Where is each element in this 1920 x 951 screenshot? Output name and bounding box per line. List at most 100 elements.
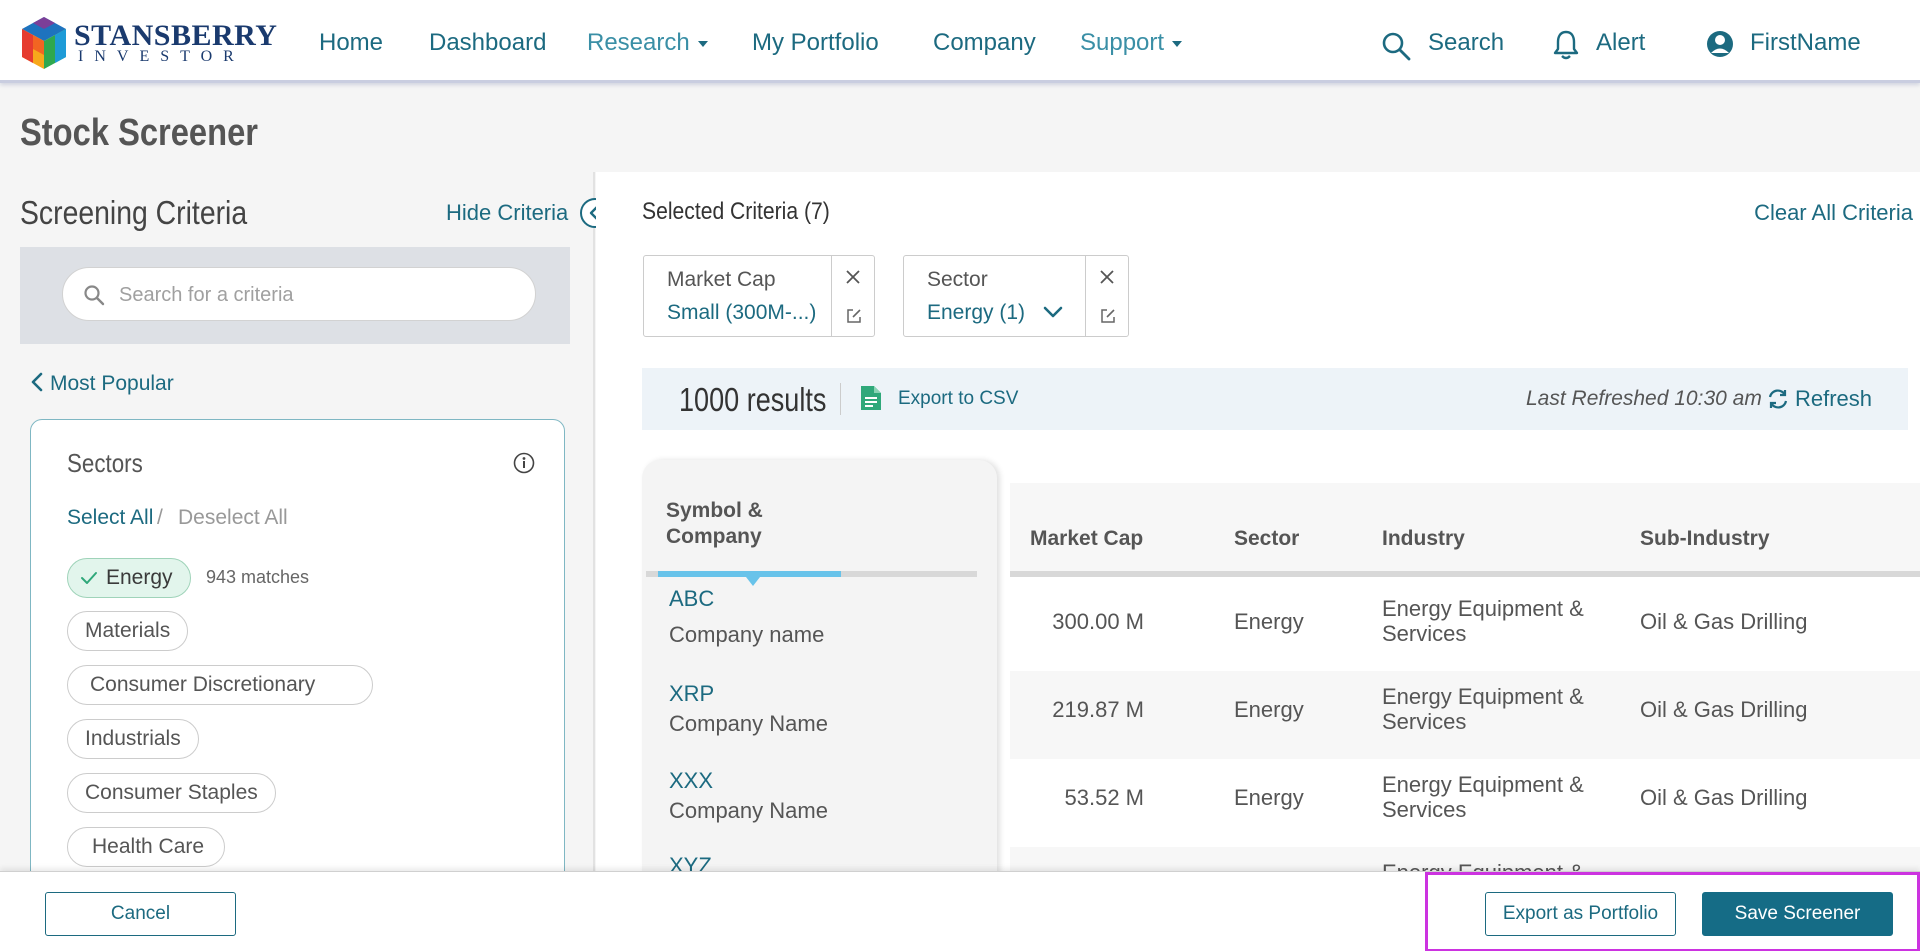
cell-sub-industry: Oil & Gas Drilling — [1640, 697, 1808, 722]
results-area: Selected Criteria (7) Clear All Criteria… — [596, 172, 1920, 883]
sectors-card: Sectors Select All / Deselect All Energy… — [30, 419, 565, 919]
toolbar-divider — [840, 383, 841, 415]
sector-chip-energy[interactable]: Energy — [67, 558, 191, 598]
table-row[interactable]: 53.52 M Energy Energy Equipment & Servic… — [1010, 759, 1920, 847]
criteria-search-box — [62, 267, 536, 321]
deselect-all-link[interactable]: Deselect All — [178, 506, 288, 529]
refresh-link[interactable]: Refresh — [1795, 386, 1873, 411]
column-header-market-cap[interactable]: Market Cap — [1030, 527, 1144, 550]
select-all-link[interactable]: Select All — [67, 506, 154, 529]
cell-industry-line2: Services — [1382, 621, 1467, 646]
sector-chip-health-care[interactable]: Health Care — [67, 827, 226, 867]
cube-logo-icon — [22, 17, 66, 69]
chevron-left-icon — [31, 372, 43, 392]
criteria-card-value: Energy (1) — [927, 301, 1063, 325]
sector-match-count: 943 matches — [206, 567, 310, 587]
sector-chip-consumer-discretionary[interactable]: Consumer Discretionary — [67, 665, 373, 705]
company-name: Company name — [669, 622, 825, 647]
checkmark-icon — [81, 572, 97, 584]
column-header-sub-industry[interactable]: Sub-Industry — [1640, 527, 1770, 550]
sector-chip-label: Energy — [106, 566, 173, 589]
column-header-symbol[interactable]: Symbol & Company — [666, 499, 763, 548]
sort-indicator — [658, 571, 841, 577]
footer-action-bar: Cancel Export as Portfolio Save Screener — [0, 871, 1920, 951]
results-table: Market Cap Sector Industry Sub-Industry … — [1010, 483, 1920, 883]
info-icon[interactable] — [513, 452, 535, 474]
nav-research[interactable]: Research — [587, 29, 708, 57]
stansberry-logo[interactable]: STANSBERRY INVESTOR — [20, 17, 277, 69]
cell-industry-line1: Energy Equipment & — [1382, 596, 1584, 621]
column-header-sector[interactable]: Sector — [1234, 527, 1300, 550]
bell-icon[interactable] — [1551, 29, 1581, 61]
hide-criteria-link[interactable]: Hide Criteria — [446, 200, 569, 225]
nav-my-portfolio[interactable]: My Portfolio — [752, 29, 879, 56]
criteria-card-value-text: Energy (1) — [927, 301, 1026, 324]
sector-chip-materials[interactable]: Materials — [67, 611, 189, 651]
nav-company[interactable]: Company — [933, 29, 1036, 56]
chevron-down-icon[interactable] — [1043, 305, 1063, 319]
select-separator: / — [157, 506, 163, 529]
symbol-link[interactable]: ABC — [669, 586, 715, 611]
symbol-link[interactable]: XRP — [669, 681, 715, 706]
nav-alert[interactable]: Alert — [1596, 29, 1646, 56]
criteria-card-actions — [1085, 256, 1128, 336]
close-icon[interactable] — [1098, 268, 1116, 286]
nav-support-label: Support — [1080, 29, 1165, 56]
table-row[interactable]: 219.87 M Energy Energy Equipment & Servi… — [1010, 671, 1920, 759]
top-navbar: STANSBERRY INVESTOR Home Dashboard Resea… — [0, 0, 1920, 83]
edit-icon[interactable] — [845, 307, 863, 325]
most-popular-label: Most Popular — [50, 372, 174, 395]
export-csv-link[interactable]: Export to CSV — [898, 388, 1019, 409]
criteria-search-input[interactable] — [119, 280, 519, 310]
sector-chip-industrials[interactable]: Industrials — [67, 719, 199, 759]
sectors-title: Sectors — [67, 448, 143, 478]
cell-sub-industry: Oil & Gas Drilling — [1640, 609, 1808, 634]
sort-pointer-icon — [746, 577, 760, 586]
criteria-card-label: Sector — [927, 268, 988, 291]
company-name: Company Name — [669, 798, 828, 823]
cell-industry-line2: Services — [1382, 797, 1467, 822]
criteria-search-area — [20, 247, 570, 344]
close-icon[interactable] — [844, 268, 862, 286]
criteria-card-label: Market Cap — [667, 268, 776, 291]
nav-dashboard[interactable]: Dashboard — [429, 29, 547, 56]
cell-sector: Energy — [1234, 609, 1304, 634]
sector-chip-consumer-staples[interactable]: Consumer Staples — [67, 773, 276, 813]
chevron-down-icon — [697, 40, 708, 47]
nav-home[interactable]: Home — [319, 29, 384, 56]
search-icon — [84, 285, 105, 306]
company-name: Company Name — [669, 711, 828, 736]
save-screener-button[interactable]: Save Screener — [1702, 892, 1893, 936]
table-header: Market Cap Sector Industry Sub-Industry — [1010, 483, 1920, 577]
last-refreshed-text: Last Refreshed 10:30 am — [1526, 387, 1762, 410]
cell-industry-line1: Energy Equipment & — [1382, 772, 1584, 797]
selected-criteria-title: Selected Criteria (7) — [642, 198, 830, 225]
cell-market-cap: 300.00 M — [1052, 609, 1144, 634]
logo-wordmark: STANSBERRY — [74, 19, 278, 52]
cell-market-cap: 219.87 M — [1052, 697, 1144, 722]
table-row[interactable]: 300.00 M Energy Energy Equipment & Servi… — [1010, 583, 1920, 671]
nav-support[interactable]: Support — [1080, 29, 1183, 57]
nav-user-menu[interactable]: FirstName — [1750, 29, 1861, 56]
chevron-down-icon — [1172, 40, 1183, 47]
cell-sector: Energy — [1234, 785, 1304, 810]
clear-all-criteria-link[interactable]: Clear All Criteria — [1754, 200, 1913, 225]
search-icon[interactable] — [1381, 31, 1411, 61]
column-header-industry[interactable]: Industry — [1382, 527, 1465, 550]
user-avatar-icon[interactable] — [1705, 29, 1735, 59]
cell-market-cap: 53.52 M — [1064, 785, 1145, 810]
most-popular-back-link[interactable]: Most Popular — [30, 372, 174, 396]
export-as-portfolio-button[interactable]: Export as Portfolio — [1485, 892, 1676, 936]
criteria-card-market-cap[interactable]: Market Cap Small (300M-...) — [643, 255, 875, 337]
edit-icon[interactable] — [1099, 307, 1117, 325]
symbol-column: Symbol & Company ABC Company name XRP Co… — [642, 460, 997, 880]
results-count: 1000 results — [679, 381, 827, 418]
cancel-button[interactable]: Cancel — [45, 892, 236, 936]
refresh-icon[interactable] — [1766, 387, 1790, 411]
criteria-card-sector[interactable]: Sector Energy (1) — [903, 255, 1129, 337]
chevron-left-icon — [589, 205, 599, 221]
csv-file-icon[interactable] — [860, 385, 882, 411]
nav-search[interactable]: Search — [1428, 29, 1505, 56]
symbol-link[interactable]: XXX — [669, 768, 714, 793]
criteria-panel-title: Screening Criteria — [20, 194, 248, 231]
